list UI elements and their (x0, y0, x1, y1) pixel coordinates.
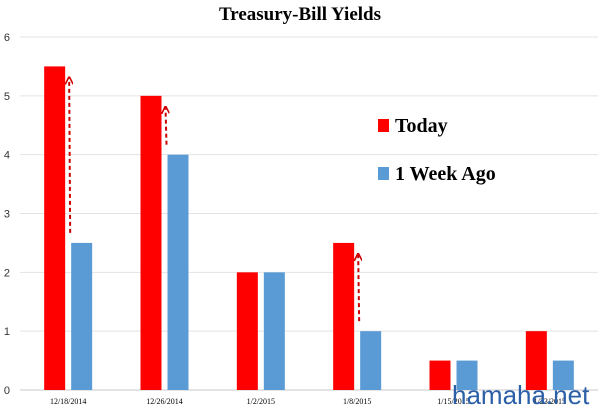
x-tick-label: 1/23/2015 (534, 397, 566, 406)
bar-1-week-ago (360, 331, 382, 390)
chart-title: Treasury-Bill Yields (219, 4, 381, 25)
bar-today (140, 95, 162, 390)
y-tick-label: 3 (4, 209, 10, 221)
y-tick-label: 4 (4, 150, 10, 162)
legend-swatch-today (378, 119, 389, 132)
bar-1-week-ago (71, 242, 93, 390)
change-arrows (69, 78, 359, 322)
bar-today (525, 331, 547, 390)
change-arrow (166, 108, 167, 145)
x-tick-label: 12/18/2014 (50, 397, 86, 406)
y-tick-label: 6 (4, 32, 10, 44)
bar-today (429, 360, 451, 390)
y-tick-label: 2 (4, 267, 10, 279)
change-arrow (69, 78, 70, 233)
bars (44, 66, 574, 391)
x-tick-label: 1/2/2015 (247, 397, 275, 406)
legend: Today 1 Week Ago (378, 115, 496, 185)
legend-label-today: Today (395, 115, 448, 137)
x-tick-label: 1/15/2015 (437, 397, 469, 406)
bar-1-week-ago (167, 154, 189, 390)
bar-today (236, 272, 258, 390)
y-axis: 0 1 2 3 4 5 6 (4, 32, 10, 397)
bar-1-week-ago (456, 360, 478, 390)
bar-1-week-ago (263, 272, 285, 390)
bar-1-week-ago (552, 360, 574, 390)
watermark: hamaha.net (452, 380, 590, 408)
y-tick-label: 5 (4, 91, 10, 103)
x-tick-label: 12/26/2014 (146, 397, 182, 406)
legend-label-1-week-ago: 1 Week Ago (395, 163, 496, 185)
gridlines (20, 36, 598, 391)
bar-today (44, 66, 66, 391)
bar-today (333, 242, 355, 390)
legend-swatch-1-week-ago (378, 167, 389, 180)
change-arrow (358, 255, 359, 322)
x-axis: 12/18/2014 12/26/2014 1/2/2015 1/8/2015 1/15… (50, 397, 566, 406)
y-tick-label: 0 (4, 385, 10, 397)
y-tick-label: 1 (4, 326, 10, 338)
x-tick-label: 1/8/2015 (343, 397, 371, 406)
